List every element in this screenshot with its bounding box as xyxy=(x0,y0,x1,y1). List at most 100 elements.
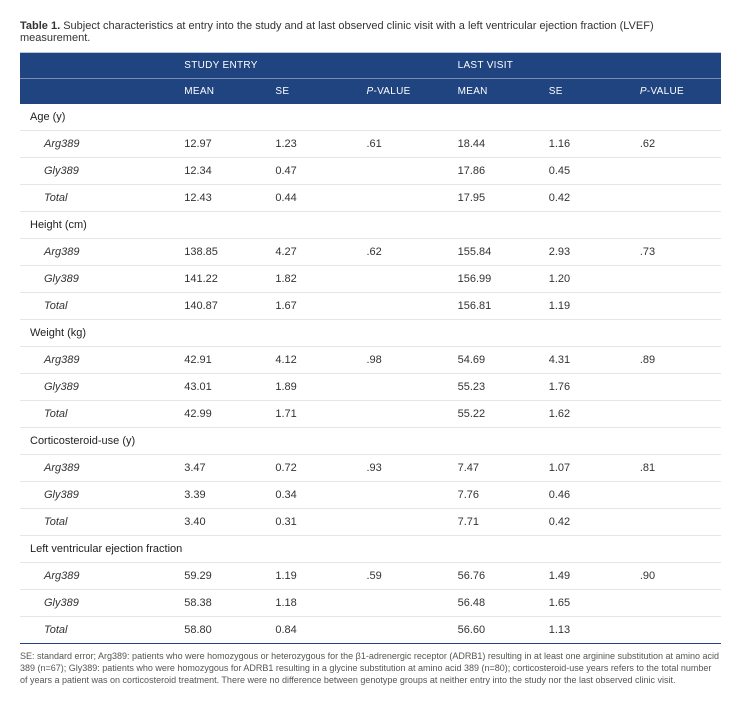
cell-last-mean: 156.99 xyxy=(448,266,539,293)
cell-last-p: .73 xyxy=(630,239,721,266)
table-row: Total3.400.317.710.42 xyxy=(20,509,721,536)
cell-last-mean: 54.69 xyxy=(448,347,539,374)
table-row: Gly38943.011.8955.231.76 xyxy=(20,374,721,401)
row-label: Total xyxy=(20,401,174,428)
cell-entry-se: 4.12 xyxy=(265,347,356,374)
cell-entry-se: 1.18 xyxy=(265,590,356,617)
cell-entry-p xyxy=(356,293,447,320)
table-footnote: SE: standard error; Arg389: patients who… xyxy=(20,650,721,686)
cell-entry-se: 1.82 xyxy=(265,266,356,293)
cell-entry-se: 0.84 xyxy=(265,617,356,644)
cell-last-p xyxy=(630,293,721,320)
cell-last-se: 0.45 xyxy=(539,158,630,185)
cell-entry-p xyxy=(356,401,447,428)
cell-last-se: 0.42 xyxy=(539,185,630,212)
cell-entry-p: .61 xyxy=(356,131,447,158)
row-label: Gly389 xyxy=(20,158,174,185)
cell-last-se: 1.20 xyxy=(539,266,630,293)
cell-entry-se: 0.31 xyxy=(265,509,356,536)
cell-entry-mean: 58.80 xyxy=(174,617,265,644)
row-label: Arg389 xyxy=(20,455,174,482)
cell-last-p xyxy=(630,617,721,644)
group-header-row: Age (y) xyxy=(20,104,721,131)
row-label: Gly389 xyxy=(20,266,174,293)
cell-last-se: 1.13 xyxy=(539,617,630,644)
cell-entry-se: 1.19 xyxy=(265,563,356,590)
table-row: Total42.991.7155.221.62 xyxy=(20,401,721,428)
cell-last-p xyxy=(630,374,721,401)
cell-last-p: .62 xyxy=(630,131,721,158)
cell-entry-mean: 59.29 xyxy=(174,563,265,590)
table-row: Total12.430.4417.950.42 xyxy=(20,185,721,212)
cell-last-p xyxy=(630,590,721,617)
table-row: Arg3893.470.72.937.471.07.81 xyxy=(20,455,721,482)
group-header-row: Height (cm) xyxy=(20,212,721,239)
cell-last-p xyxy=(630,158,721,185)
header-blank xyxy=(20,53,174,79)
cell-entry-p xyxy=(356,266,447,293)
cell-last-mean: 56.60 xyxy=(448,617,539,644)
cell-entry-mean: 42.99 xyxy=(174,401,265,428)
cell-last-p xyxy=(630,509,721,536)
cell-entry-p xyxy=(356,374,447,401)
table-row: Arg38959.291.19.5956.761.49.90 xyxy=(20,563,721,590)
cell-last-se: 1.76 xyxy=(539,374,630,401)
cell-entry-se: 0.72 xyxy=(265,455,356,482)
header-mean-entry: MEAN xyxy=(174,79,265,105)
cell-last-p: .89 xyxy=(630,347,721,374)
cell-entry-mean: 138.85 xyxy=(174,239,265,266)
group-header-row: Corticosteroid-use (y) xyxy=(20,428,721,455)
group-header-row: Left ventricular ejection fraction xyxy=(20,536,721,563)
cell-entry-p: .59 xyxy=(356,563,447,590)
row-label: Arg389 xyxy=(20,563,174,590)
table-number: Table 1. xyxy=(20,20,60,32)
cell-entry-mean: 3.39 xyxy=(174,482,265,509)
table-row: Arg38942.914.12.9854.694.31.89 xyxy=(20,347,721,374)
header-se-entry: SE xyxy=(265,79,356,105)
row-label: Total xyxy=(20,185,174,212)
table-row: Gly389141.221.82 156.991.20 xyxy=(20,266,721,293)
cell-entry-se: 0.44 xyxy=(265,185,356,212)
cell-last-se: 1.19 xyxy=(539,293,630,320)
cell-entry-se: 0.47 xyxy=(265,158,356,185)
cell-entry-p: .62 xyxy=(356,239,447,266)
cell-entry-mean: 141.22 xyxy=(174,266,265,293)
header-study-entry: STUDY ENTRY xyxy=(174,53,447,79)
cell-entry-p xyxy=(356,482,447,509)
cell-entry-se: 1.23 xyxy=(265,131,356,158)
cell-last-se: 1.16 xyxy=(539,131,630,158)
table-row: Total140.871.67156.811.19 xyxy=(20,293,721,320)
row-label: Arg389 xyxy=(20,347,174,374)
cell-entry-mean: 42.91 xyxy=(174,347,265,374)
cell-last-p: .90 xyxy=(630,563,721,590)
group-label: Age (y) xyxy=(20,104,721,131)
group-header-row: Weight (kg) xyxy=(20,320,721,347)
cell-entry-se: 1.89 xyxy=(265,374,356,401)
table-row: Arg389138.854.27.62155.842.93.73 xyxy=(20,239,721,266)
cell-last-se: 4.31 xyxy=(539,347,630,374)
cell-last-mean: 56.76 xyxy=(448,563,539,590)
table-row: Arg38912.971.23.6118.441.16.62 xyxy=(20,131,721,158)
cell-entry-mean: 3.40 xyxy=(174,509,265,536)
cell-last-mean: 17.95 xyxy=(448,185,539,212)
cell-last-se: 0.46 xyxy=(539,482,630,509)
cell-last-p xyxy=(630,266,721,293)
header-mean-last: MEAN xyxy=(448,79,539,105)
header-se-last: SE xyxy=(539,79,630,105)
cell-entry-p xyxy=(356,158,447,185)
cell-last-mean: 7.47 xyxy=(448,455,539,482)
cell-entry-se: 1.71 xyxy=(265,401,356,428)
cell-last-mean: 55.22 xyxy=(448,401,539,428)
cell-last-mean: 56.48 xyxy=(448,590,539,617)
cell-last-mean: 18.44 xyxy=(448,131,539,158)
row-label: Total xyxy=(20,293,174,320)
cell-entry-p: .93 xyxy=(356,455,447,482)
cell-last-mean: 7.71 xyxy=(448,509,539,536)
table-row: Gly3893.390.347.760.46 xyxy=(20,482,721,509)
row-label: Gly389 xyxy=(20,374,174,401)
cell-entry-p xyxy=(356,185,447,212)
cell-entry-p xyxy=(356,509,447,536)
table-caption-text: Subject characteristics at entry into th… xyxy=(20,20,654,44)
header-p-last: P-VALUE xyxy=(630,79,721,105)
subject-characteristics-table: STUDY ENTRY LAST VISIT MEAN SE P-VALUE M… xyxy=(20,52,721,644)
